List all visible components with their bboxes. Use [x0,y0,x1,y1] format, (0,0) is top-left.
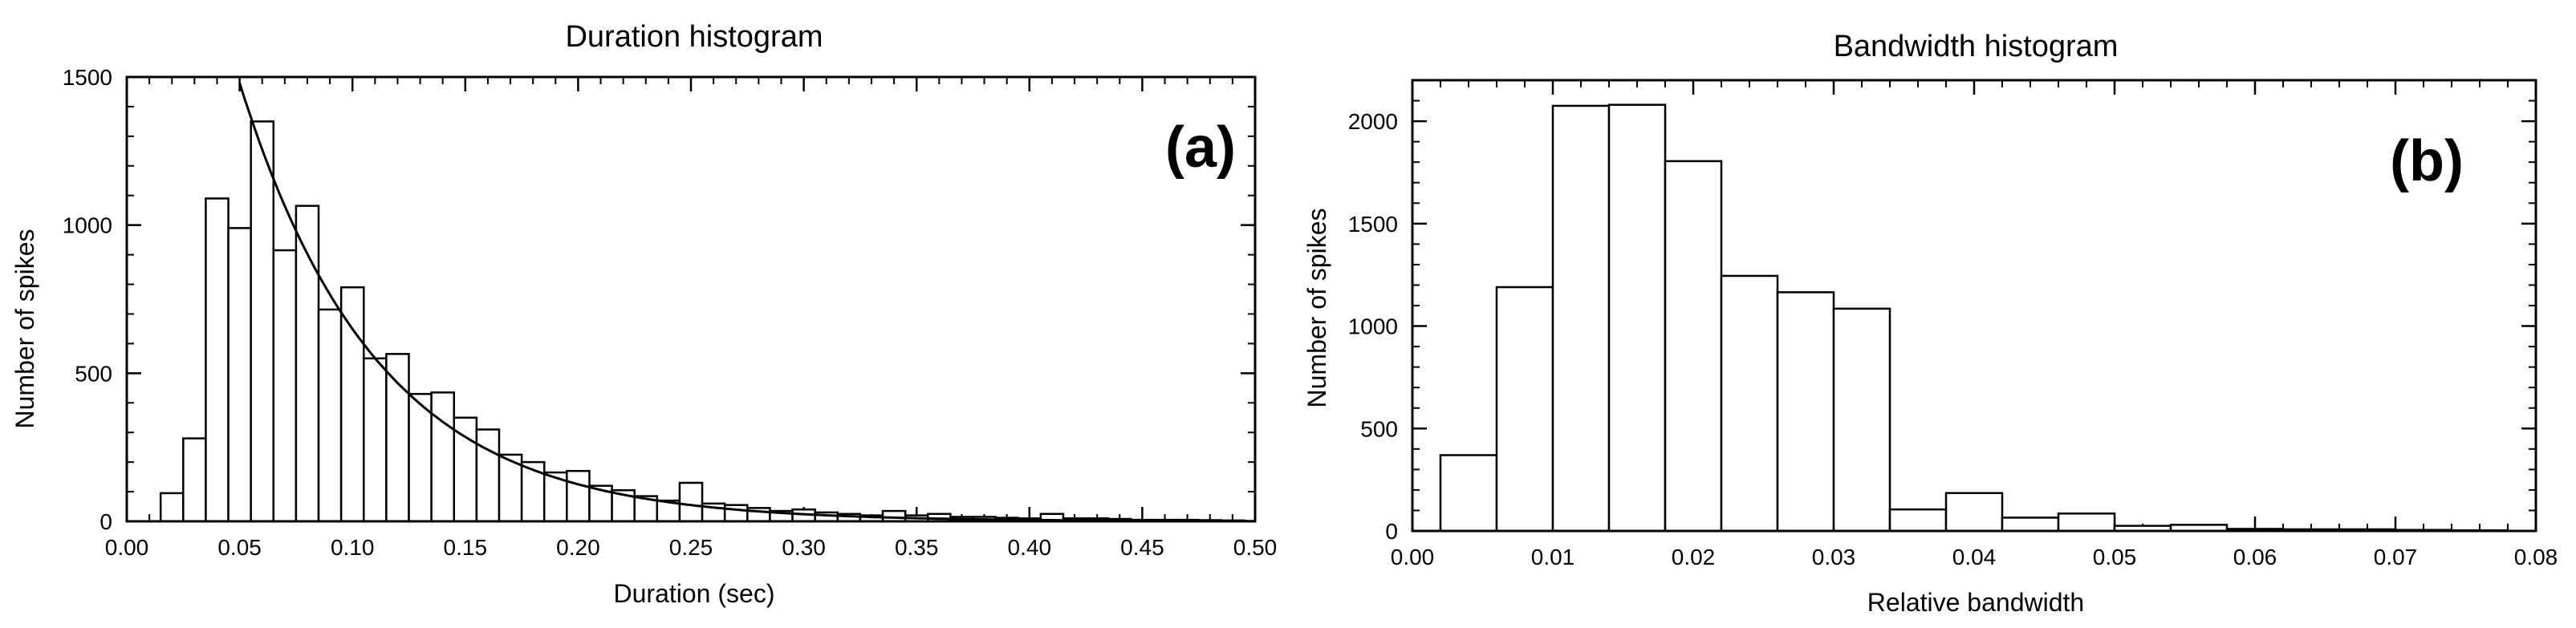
x-tick-label: 0.15 [444,535,488,560]
histogram-bar [385,353,410,523]
histogram-bar [1944,492,2004,533]
histogram-bar [1495,286,1554,533]
y-tick-label: 1000 [63,213,112,238]
histogram-bar [227,227,252,523]
histogram-bar [2001,517,2060,533]
histogram-bar [1776,291,1835,533]
panel-a-duration-histogram: Duration histogram (a) Duration (sec) Nu… [10,20,1277,608]
y-tick-label: 500 [1360,416,1398,441]
histogram-bar [1551,104,1611,533]
panel-b-bandwidth-histogram: Bandwidth histogram (b) Relative bandwid… [1302,30,2558,617]
histogram-bar [272,249,298,523]
x-tick-label: 0.04 [1952,545,1997,569]
histogram-bar [1607,103,1667,533]
x-tick-label: 0.45 [1120,535,1164,560]
histogram-bar [339,286,365,523]
plot-frame [1411,79,2537,533]
y-tick-label: 500 [75,361,112,386]
histogram-bar [1664,160,1723,533]
y-tick-label: 1500 [1348,212,1398,237]
x-tick-label: 0.02 [1672,545,1716,569]
y-tick-label: 1500 [63,65,112,90]
chart-title: Duration histogram [565,20,823,54]
axis-ticks: 0.00 0.05 0.10 0.15 0.20 0.25 0.30 0.35 0.40 0.45… [63,65,1278,560]
x-tick-label: 0.25 [669,535,713,560]
x-tick-label: 0.40 [1008,535,1052,560]
x-tick-label: 0.50 [1233,535,1278,560]
histogram-bar [408,392,433,523]
histogram-bars [1439,103,2509,533]
x-axis-label: Relative bandwidth [1867,588,2084,617]
chart-title: Bandwidth histogram [1834,30,2119,63]
x-tick-label: 0.05 [2093,545,2137,569]
histogram-bar [1832,307,1891,533]
y-tick-label: 0 [100,509,112,534]
x-axis-label: Duration (sec) [614,579,775,608]
y-axis-label: Number of spikes [10,229,39,429]
panel-label: (a) [1165,115,1236,180]
panel-label: (b) [2390,129,2464,193]
histogram-bar [205,197,230,523]
histogram-bar [430,391,455,523]
y-tick-label: 0 [1385,519,1398,544]
y-axis-label: Number of spikes [1302,209,1331,408]
histogram-bar [159,492,185,523]
histogram-bar [881,509,907,523]
x-tick-label: 0.07 [2374,545,2418,569]
x-tick-label: 0.05 [217,535,262,560]
y-tick-label: 1000 [1348,314,1398,339]
histogram-bar [317,308,343,523]
histogram-bar [1888,508,1948,533]
x-tick-label: 0.01 [1531,545,1575,569]
histogram-bar [723,504,749,523]
y-tick-label: 2000 [1348,109,1398,134]
histogram-bar [678,481,704,523]
x-tick-label: 0.06 [2233,545,2277,569]
x-tick-label: 0.03 [1812,545,1856,569]
histogram-bars [159,120,1245,523]
x-tick-label: 0.10 [331,535,375,560]
histogram-bar [566,469,591,523]
x-tick-label: 0.20 [556,535,600,560]
x-tick-label: 0.35 [895,535,939,560]
histogram-bar [2057,513,2116,533]
x-tick-label: 0.00 [1391,545,1435,569]
histogram-bar [1720,274,1779,533]
histogram-bar [182,437,207,523]
histogram-bar [1439,454,1498,533]
x-tick-label: 0.30 [782,535,826,560]
x-tick-label: 0.08 [2514,545,2558,569]
histogram-bar [250,120,275,523]
histogram-bar [475,428,501,523]
x-tick-label: 0.00 [105,535,149,560]
histogram-bar [363,357,388,523]
plot-frame [125,75,1257,523]
